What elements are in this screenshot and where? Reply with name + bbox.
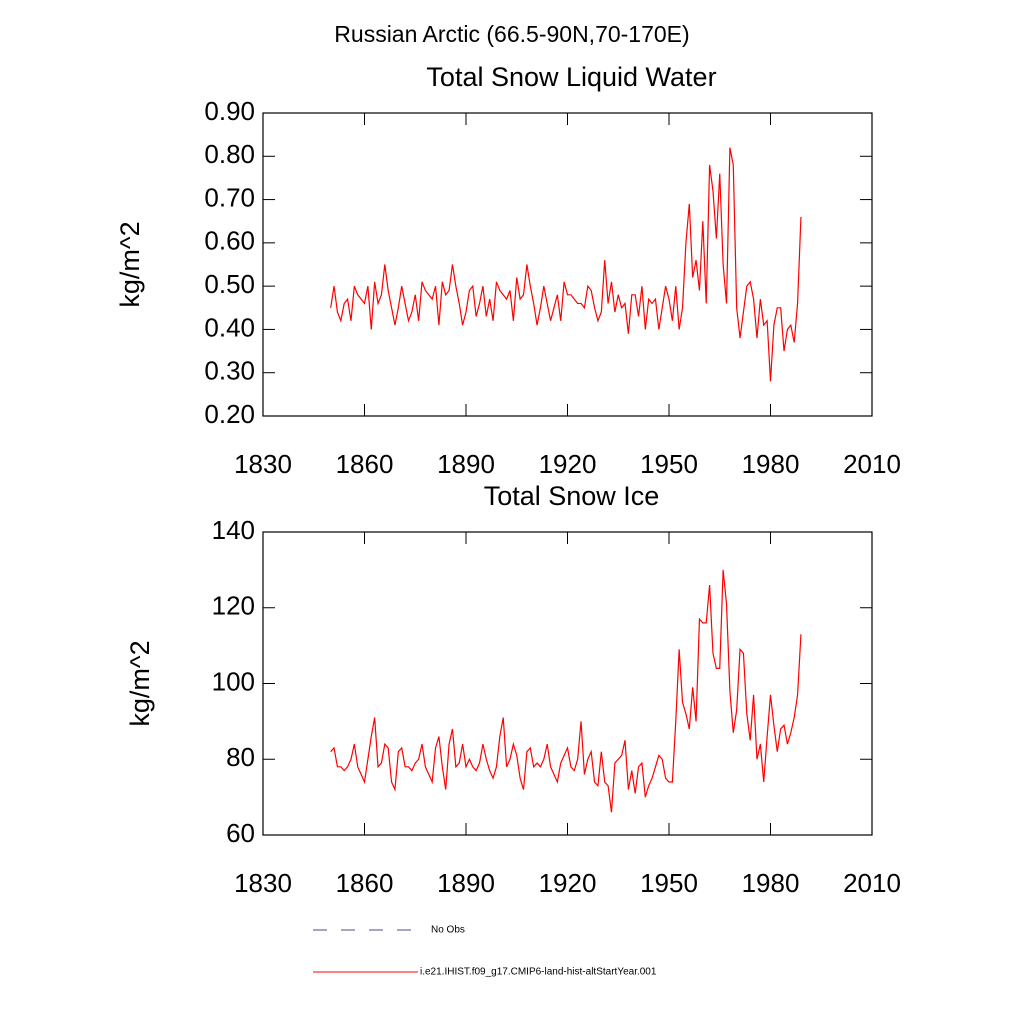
x-tick-label: 1890 [437,449,495,479]
x-tick-label: 1860 [336,449,394,479]
legend-label: No Obs [431,925,465,936]
x-tick-label: 1950 [640,449,698,479]
data-line [330,569,802,813]
y-tick-label: 60 [226,818,255,848]
x-tick-label: 2010 [843,868,901,898]
x-tick-label: 1830 [234,868,292,898]
x-tick-label: 1830 [234,449,292,479]
x-tick-label: 1980 [742,449,800,479]
plot-frame [262,112,873,417]
y-tick-label: 0.20 [204,399,255,429]
x-tick-label: 2010 [843,449,901,479]
y-tick-label: 0.90 [204,96,255,126]
x-tick-label: 1950 [640,868,698,898]
y-tick-label: 0.50 [204,269,255,299]
plot-title: Total Snow Liquid Water [426,62,716,92]
y-tick-label: 140 [212,515,255,545]
y-tick-label: 80 [226,742,255,772]
y-tick-label: 0.40 [204,312,255,342]
legend-label: i.e21.IHIST.f09_g17.CMIP6-land-hist-altS… [420,967,657,978]
data-line [330,147,802,382]
y-tick-label: 0.30 [204,356,255,386]
y-tick-label: 0.60 [204,226,255,256]
plot-frame [262,531,873,836]
x-tick-label: 1890 [437,868,495,898]
x-tick-label: 1920 [539,868,597,898]
y-tick-label: 0.70 [204,182,255,212]
plot-title: Total Snow Ice [484,481,660,511]
x-tick-label: 1920 [539,449,597,479]
y-axis-label: kg/m^2 [125,640,155,726]
x-tick-label: 1860 [336,868,394,898]
y-tick-label: 100 [212,666,255,696]
y-tick-label: 0.80 [204,139,255,169]
x-tick-label: 1980 [742,868,800,898]
y-axis-label: kg/m^2 [115,221,145,307]
figure-title: Russian Arctic (66.5-90N,70-170E) [334,21,689,47]
y-tick-label: 120 [212,591,255,621]
